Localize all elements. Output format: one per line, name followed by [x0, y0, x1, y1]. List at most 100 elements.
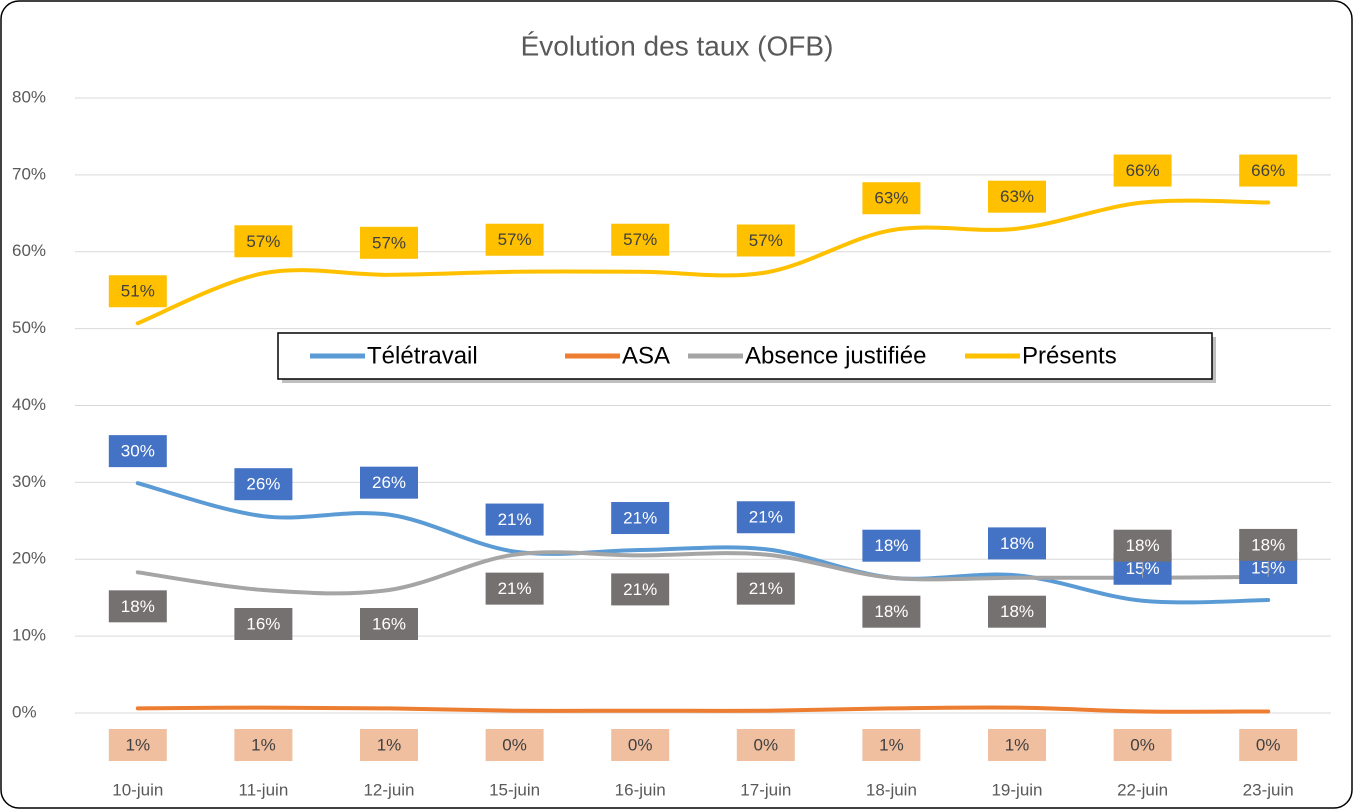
data-label-box	[736, 501, 795, 534]
legend-label: ASA	[622, 342, 670, 369]
data-label-box	[360, 729, 418, 761]
data-label-box	[108, 435, 167, 468]
data-label-box	[862, 729, 921, 761]
x-tick-label: 17-juin	[740, 780, 791, 799]
legend-label: Télétravail	[367, 342, 478, 369]
data-label-box	[234, 729, 293, 761]
data-label: 21%	[498, 510, 532, 529]
data-label: 57%	[498, 230, 532, 249]
line-series	[135, 550, 1271, 596]
data-label-box	[1113, 529, 1172, 562]
data-label-box	[234, 608, 293, 640]
data-label-box	[862, 529, 921, 562]
data-label: 0%	[502, 735, 527, 754]
data-label-box	[108, 275, 167, 308]
chart-title: Évolution des taux (OFB)	[521, 30, 834, 61]
y-tick-label: 50%	[12, 318, 46, 337]
data-label: 1%	[1005, 735, 1030, 754]
data-label: 21%	[623, 580, 657, 599]
data-label-box	[360, 226, 418, 259]
data-label: 18%	[121, 597, 155, 616]
x-tick-label: 23-juin	[1243, 780, 1294, 799]
data-label-box	[108, 729, 167, 761]
y-tick-label: 70%	[12, 164, 46, 183]
y-tick-label: 60%	[12, 241, 46, 260]
data-label-box	[360, 608, 418, 640]
data-label-box	[611, 573, 670, 606]
data-label: 21%	[623, 509, 657, 528]
y-tick-label: 20%	[12, 549, 46, 568]
legend-label: Absence justifiée	[745, 342, 926, 369]
y-tick-label: 0%	[12, 702, 37, 721]
data-label-box	[611, 502, 670, 535]
data-label-box	[988, 729, 1046, 761]
data-label: 0%	[628, 735, 653, 754]
data-label-box	[862, 182, 921, 215]
data-label: 21%	[749, 579, 783, 598]
data-label: 18%	[1126, 536, 1160, 555]
data-label: 18%	[1251, 535, 1285, 554]
data-label-box	[988, 595, 1046, 628]
line-series	[135, 198, 1271, 326]
data-label: 66%	[1126, 161, 1160, 180]
data-label-box	[360, 466, 418, 499]
y-tick-label: 40%	[12, 395, 46, 414]
data-label: 66%	[1251, 161, 1285, 180]
data-label: 18%	[1000, 534, 1034, 553]
x-tick-label: 22-juin	[1117, 780, 1168, 799]
data-label-box	[1239, 528, 1298, 561]
data-label: 1%	[251, 735, 276, 754]
data-label-box	[485, 223, 544, 256]
data-label-box	[485, 503, 544, 536]
data-label: 51%	[121, 282, 155, 301]
data-label: 0%	[1130, 735, 1155, 754]
data-label-box	[862, 595, 921, 628]
data-label: 57%	[372, 233, 406, 252]
x-tick-label: 10-juin	[112, 780, 163, 799]
data-label-box	[736, 572, 795, 605]
data-label-box	[736, 729, 795, 761]
data-label: 21%	[749, 508, 783, 527]
y-tick-label: 30%	[12, 472, 46, 491]
data-label: 16%	[246, 614, 280, 633]
data-label: 0%	[754, 735, 779, 754]
data-label-box	[485, 729, 544, 761]
data-label-box	[234, 468, 293, 501]
x-tick-label: 11-juin	[239, 780, 289, 799]
data-label: 21%	[498, 579, 532, 598]
x-tick-label: 18-juin	[866, 780, 917, 799]
data-label-box	[611, 729, 670, 761]
data-label: 18%	[874, 602, 908, 621]
line-series	[135, 705, 1271, 714]
data-label: 63%	[1000, 187, 1034, 206]
line-series	[135, 481, 1271, 605]
data-label: 1%	[377, 735, 402, 754]
data-label-box	[611, 223, 670, 256]
data-label-box	[1239, 154, 1298, 187]
data-label: 18%	[874, 536, 908, 555]
data-label-box	[736, 224, 795, 257]
data-label-box	[485, 572, 544, 605]
y-tick-label: 10%	[12, 626, 46, 645]
data-label-box	[1113, 154, 1172, 187]
data-label: 26%	[246, 475, 280, 494]
data-label-box	[988, 527, 1046, 560]
data-label: 16%	[372, 614, 406, 633]
data-label-box	[108, 590, 167, 623]
data-label: 26%	[372, 473, 406, 492]
data-label: 57%	[749, 231, 783, 250]
data-label-box	[1239, 729, 1298, 761]
data-label: 63%	[874, 189, 908, 208]
x-tick-label: 19-juin	[991, 780, 1042, 799]
data-label: 30%	[121, 442, 155, 461]
x-tick-label: 12-juin	[363, 780, 414, 799]
data-label-box	[1113, 729, 1172, 761]
data-label: 57%	[246, 232, 280, 251]
data-label: 1%	[879, 735, 904, 754]
data-label: 0%	[1256, 735, 1281, 754]
data-label-box	[988, 180, 1046, 213]
data-label: 57%	[623, 230, 657, 249]
legend-label: Présents	[1022, 342, 1117, 369]
